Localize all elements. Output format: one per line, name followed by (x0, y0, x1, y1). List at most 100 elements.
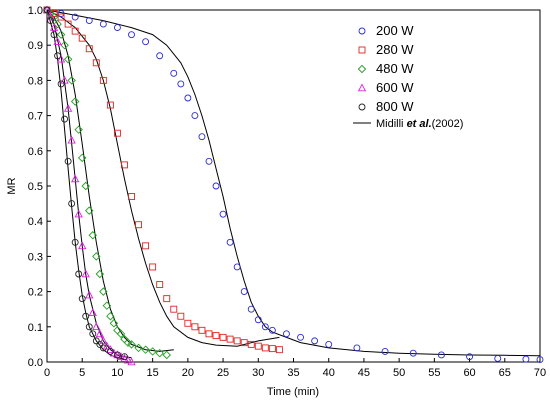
data-point (184, 319, 192, 327)
data-point (191, 323, 199, 331)
legend-item-800w: 800 W (358, 99, 414, 114)
data-point (63, 55, 73, 64)
y-tick-label: 0.8 (28, 75, 43, 87)
legend-symbol (357, 83, 367, 92)
data-point (381, 347, 389, 355)
legend-marker-600w (357, 83, 367, 92)
data-point (120, 353, 129, 362)
data-point (198, 326, 206, 334)
data-point (261, 323, 269, 331)
legend-item-600w: 600 W (357, 80, 414, 95)
data-point (156, 281, 164, 289)
data-point (78, 34, 86, 42)
data-point (92, 59, 100, 67)
data-point (212, 182, 220, 190)
x-tick-label: 0 (44, 367, 50, 379)
y-tick-label: 0.2 (28, 287, 43, 299)
data-point (64, 157, 72, 165)
data-point (47, 17, 54, 25)
legend-model-prefix: Midilli (376, 118, 407, 130)
data-point (85, 323, 93, 331)
data-point (184, 94, 192, 102)
legend-item-200w: 200 W (358, 23, 414, 38)
data-point (275, 346, 283, 354)
legend-model-italic: et al. (407, 118, 432, 130)
data-point (247, 305, 255, 313)
x-tick-label: 25 (217, 367, 229, 379)
data-point (68, 200, 76, 208)
model-curve-2 (46, 9, 280, 347)
data-point (177, 80, 185, 88)
x-axis-title: Time (min) (267, 386, 319, 398)
data-point (106, 101, 114, 109)
data-point (60, 40, 69, 50)
data-point (198, 133, 206, 141)
x-axis-ticks: 0 5 10 15 20 25 30 35 40 45 50 55 60 65 70 (44, 358, 546, 379)
data-point (43, 6, 51, 14)
legend-item-480w: 480 W (357, 61, 414, 76)
legend-symbol (358, 27, 366, 35)
data-point (148, 347, 157, 356)
data-point (156, 52, 164, 60)
data-point (82, 312, 90, 320)
data-point (71, 13, 79, 21)
data-point (254, 316, 262, 324)
data-point (113, 24, 121, 32)
data-point (60, 75, 69, 84)
data-point (297, 333, 304, 341)
data-point (127, 357, 136, 366)
data-point (85, 45, 93, 53)
data-point (163, 295, 171, 303)
data-point (311, 337, 319, 345)
legend-model-suffix: (2002) (432, 118, 464, 130)
data-point (134, 343, 143, 353)
x-tick-label: 40 (323, 367, 335, 379)
data-point (268, 326, 276, 334)
data-point (57, 10, 65, 17)
data-point (74, 209, 83, 218)
data-point (170, 69, 178, 77)
x-tick-label: 35 (287, 367, 299, 379)
data-point (240, 339, 248, 347)
data-point (57, 80, 65, 88)
x-tick-label: 60 (463, 367, 475, 379)
x-tick-label: 30 (252, 367, 264, 379)
data-point (92, 252, 101, 261)
y-tick-label: 0.1 (28, 322, 43, 334)
data-point (67, 135, 76, 144)
legend-symbol (358, 46, 366, 54)
data-point (54, 52, 62, 60)
data-point (155, 348, 164, 358)
series-800w (43, 6, 128, 361)
data-point (70, 97, 80, 106)
data-point (99, 20, 107, 28)
data-point (226, 335, 234, 343)
data-point (88, 231, 98, 240)
data-point (536, 356, 544, 363)
legend-marker-280w (358, 46, 366, 54)
x-tick-label: 65 (499, 367, 511, 379)
data-point (88, 308, 97, 316)
data-point (522, 355, 530, 363)
data-point (116, 329, 126, 339)
data-point (81, 269, 90, 278)
data-point (71, 238, 79, 246)
legend-marker-200w (358, 27, 366, 35)
data-point (353, 344, 361, 352)
data-point (254, 342, 262, 350)
data-point (106, 347, 114, 355)
data-point (219, 333, 227, 341)
data-point (109, 319, 119, 328)
data-point (170, 305, 178, 313)
data-point (233, 263, 241, 271)
data-point (121, 161, 128, 169)
data-point (63, 104, 73, 112)
legend-label-480w: 480 W (376, 61, 414, 76)
y-tick-label: 0.4 (28, 216, 43, 228)
model-curve-1 (46, 9, 541, 357)
data-markers (42, 5, 544, 366)
data-point (191, 112, 199, 120)
data-point (113, 129, 121, 137)
data-point (95, 269, 105, 279)
data-point (71, 27, 79, 35)
